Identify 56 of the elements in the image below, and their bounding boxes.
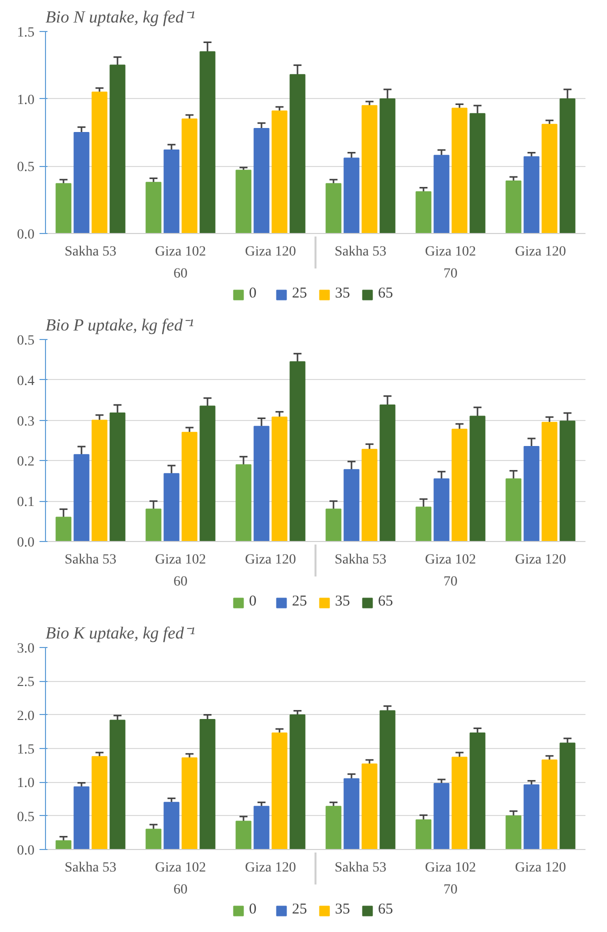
y-tick-label: 0.0 [17,536,34,550]
x-tick-label: Giza 102 [425,860,476,876]
y-tick-label: 0.3 [17,414,34,430]
x-tick-label: Sakha 53 [334,552,386,568]
y-tick-label: 2.5 [17,675,34,690]
x-tick-label: Giza 102 [155,860,206,876]
y-tick-label: 0.1 [17,495,34,510]
legend-label: 0 [249,286,258,302]
chart-title: Bio K uptake, kg fed⁻¹ [46,624,195,642]
chart-title: Bio P uptake, kg fed⁻¹ [46,316,194,334]
x-tick-label: Giza 102 [425,552,476,568]
y-tick-label: 0.2 [17,454,34,470]
y-tick-label: 1.5 [17,742,34,758]
text: 60 [174,574,188,590]
y-tick-label: 1.5 [17,26,34,40]
x-tick-label: Giza 120 [245,244,296,260]
y-tick-label: 0.5 [17,160,34,176]
x-tick-label: Sakha 53 [334,860,386,876]
x-tick-label: Giza 120 [515,860,566,876]
x-tick-label: Giza 120 [515,552,566,568]
x-tick-label: Sakha 53 [64,244,116,260]
x-tick-label: Giza 120 [245,552,296,568]
legend-label: 35 [335,902,351,918]
text: 70 [444,574,458,590]
y-tick-label: 0.5 [17,334,34,348]
legend-label: 65 [378,902,394,918]
y-tick-label: 2.0 [17,708,34,724]
chart-title: Bio N uptake, kg fed⁻¹ [46,8,195,26]
x-tick-label: Sakha 53 [64,552,116,568]
legend-label: 25 [292,594,308,610]
text: 70 [444,266,458,282]
y-tick-label: 3.0 [17,642,34,656]
legend-label: 65 [378,594,394,610]
y-tick-label: 0.4 [17,374,34,389]
legend-label: 65 [378,286,394,302]
legend-label: 0 [249,902,258,918]
x-tick-label: Sakha 53 [334,244,386,260]
x-tick-label: Sakha 53 [64,860,116,876]
y-tick-label: 1.0 [17,776,34,792]
text: 60 [174,266,188,282]
text: 70 [444,882,458,898]
x-tick-label: Giza 102 [155,244,206,260]
x-tick-label: Giza 120 [245,860,296,876]
legend-label: 35 [335,594,351,610]
x-tick-label: Giza 102 [155,552,206,568]
y-tick-label: 0.5 [17,810,34,825]
text: 60 [174,882,188,898]
legend-label: 25 [292,902,308,918]
legend-label: 25 [292,286,308,302]
y-tick-label: 0.0 [17,228,34,242]
x-tick-label: Giza 120 [515,244,566,260]
legend-label: 0 [249,594,258,610]
x-tick-label: Giza 102 [425,244,476,260]
y-tick-label: 0.0 [17,844,34,858]
y-tick-label: 1.0 [17,92,34,108]
legend-label: 35 [335,286,351,302]
